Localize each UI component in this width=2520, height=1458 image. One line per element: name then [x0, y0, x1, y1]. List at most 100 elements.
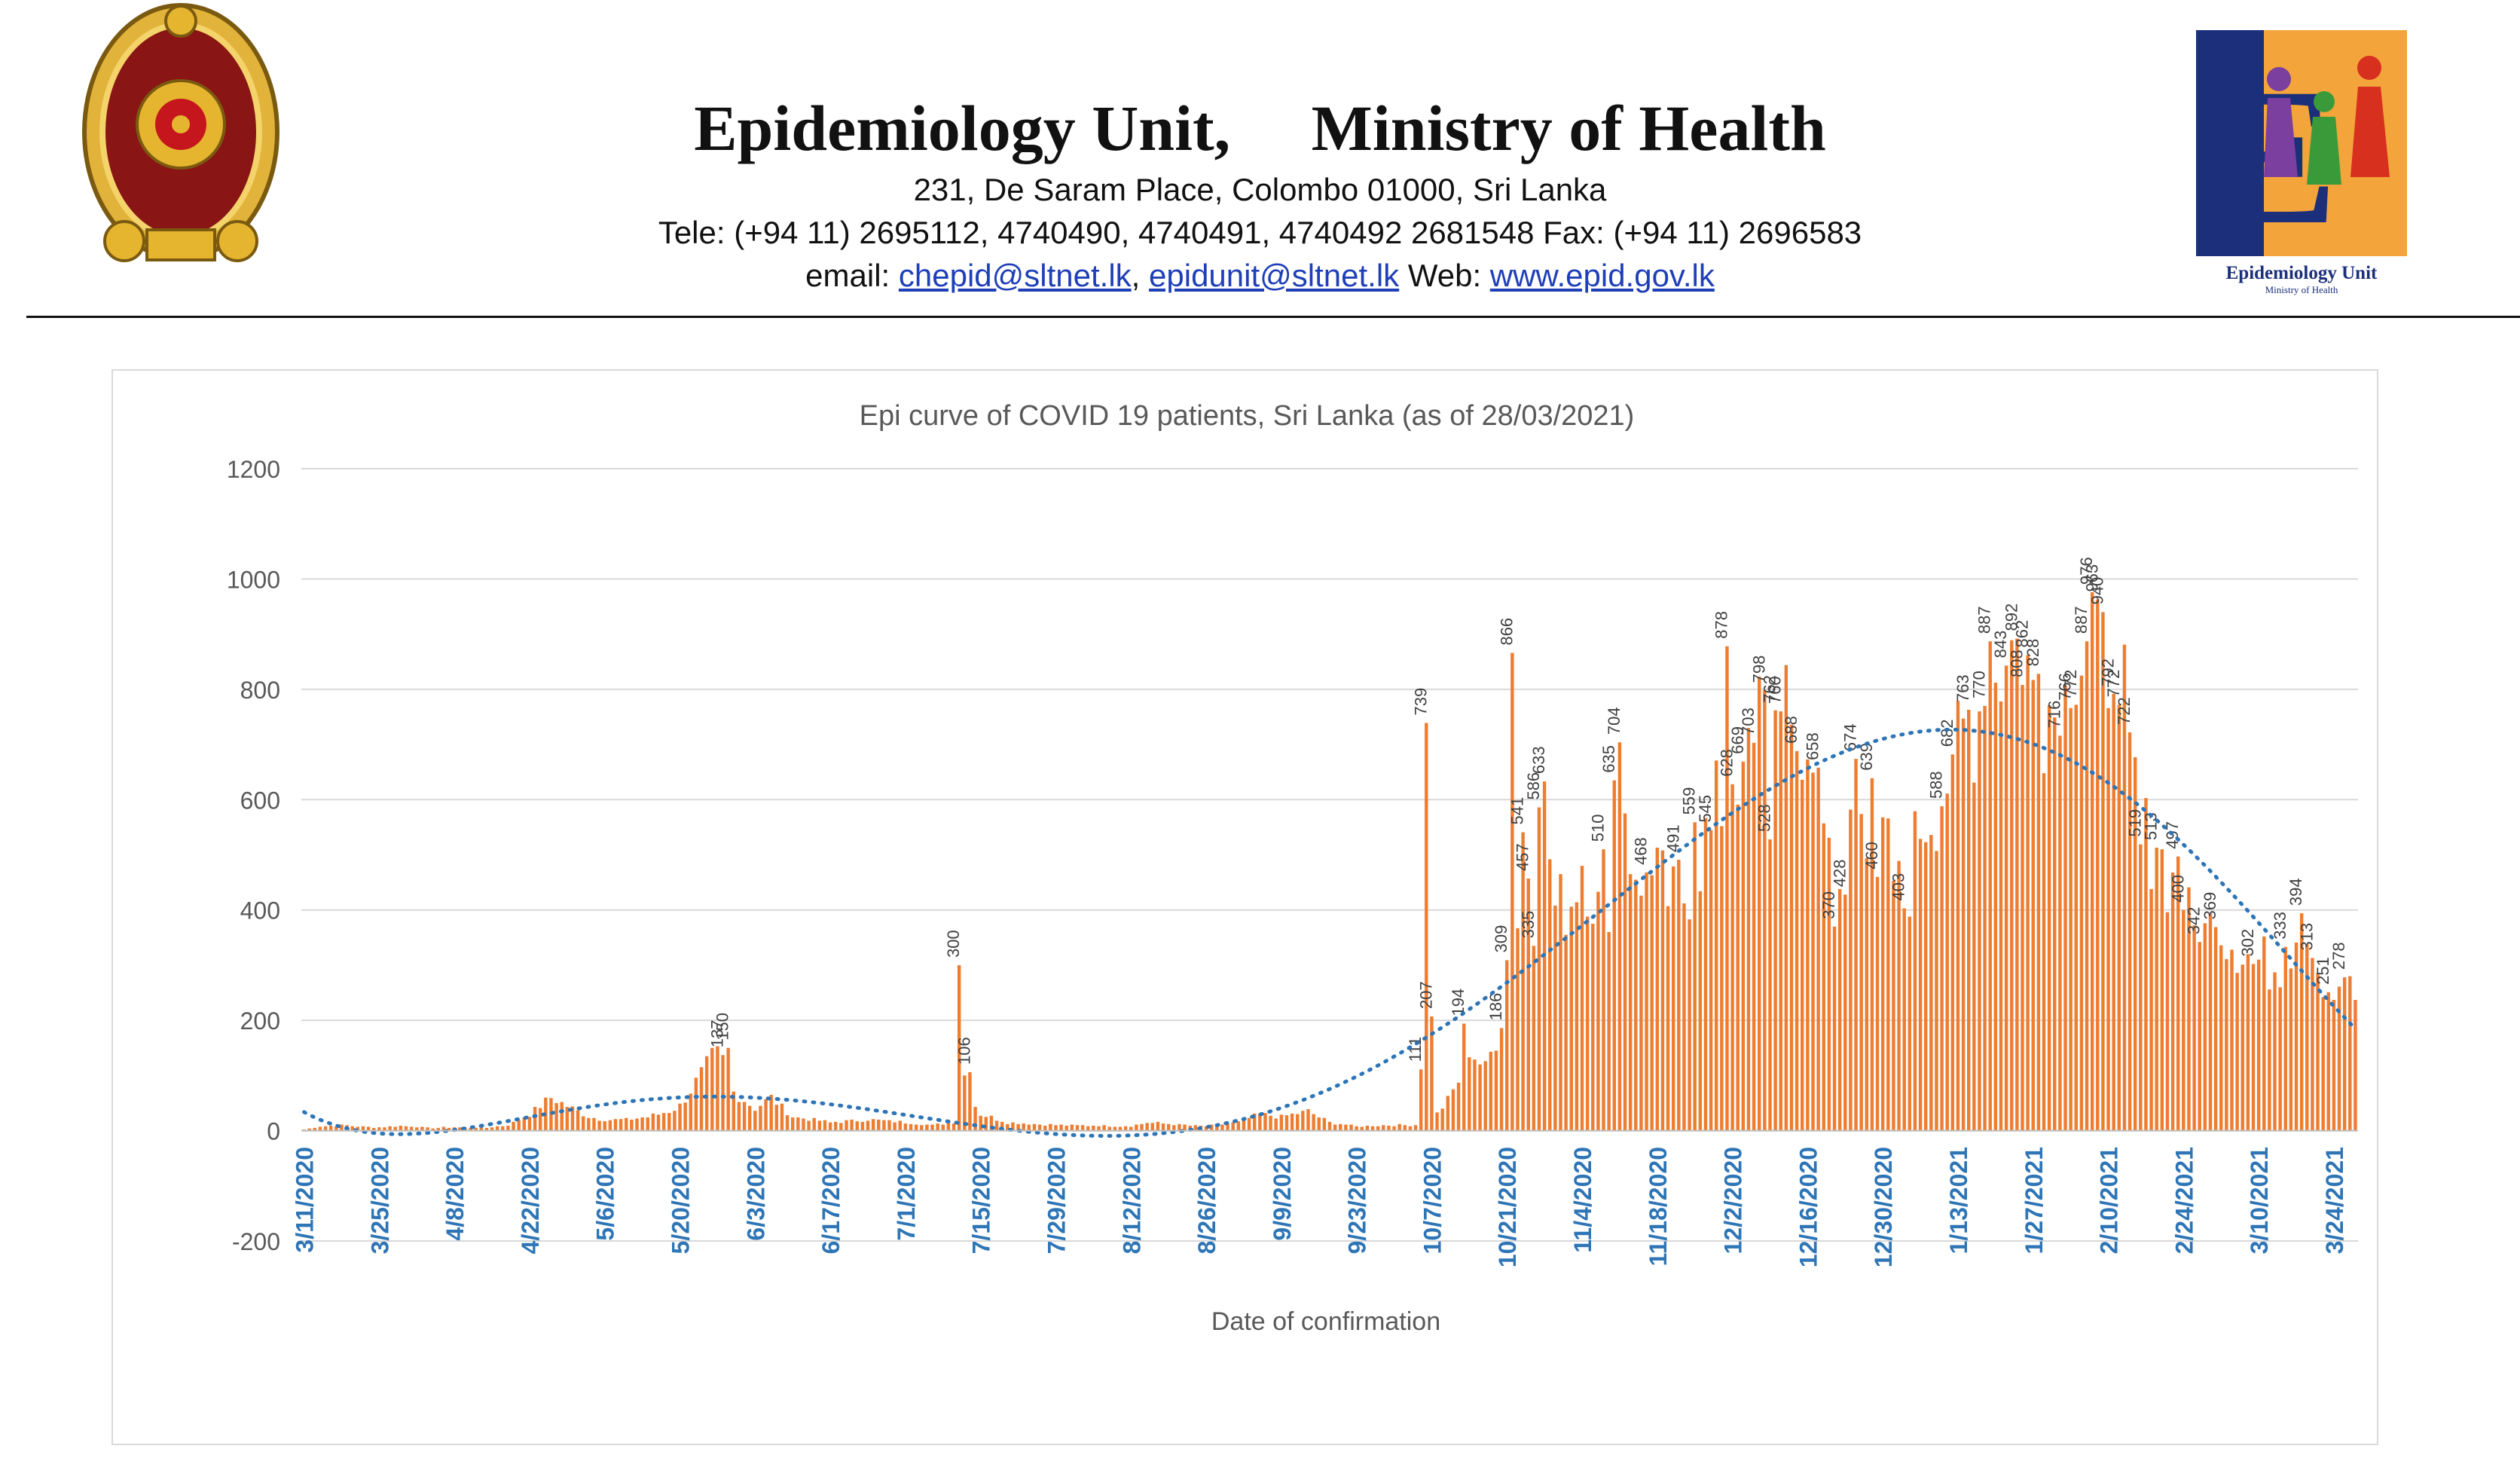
bar [1284, 1115, 1289, 1131]
bar [1478, 1064, 1482, 1131]
bar [307, 1128, 311, 1131]
x-tick-label: 7/15/2020 [968, 1147, 995, 1254]
bar [1510, 653, 1514, 1131]
bar [538, 1108, 542, 1131]
bar [1999, 701, 2003, 1131]
bar [1682, 903, 1686, 1131]
bar [1118, 1126, 1123, 1131]
bar [1575, 902, 1579, 1131]
bar [1322, 1117, 1327, 1131]
sri-lanka-emblem-icon [82, 3, 279, 262]
bar-data-label: 843 [1991, 631, 2010, 659]
bar [2139, 844, 2143, 1131]
bar [1365, 1125, 1370, 1131]
bar-data-label: 808 [2008, 650, 2027, 677]
bar [834, 1121, 838, 1131]
x-tick-label: 12/16/2020 [1795, 1147, 1822, 1267]
bar [1720, 826, 1724, 1131]
bar [1339, 1123, 1342, 1131]
bar [1843, 894, 1847, 1131]
bar [2241, 964, 2244, 1131]
bar-data-label: 528 [1755, 804, 1773, 832]
bar [1875, 876, 1880, 1131]
bar [1816, 767, 1820, 1131]
bar [1413, 1125, 1418, 1131]
y-tick-label: 0 [267, 1118, 280, 1145]
bar [1628, 874, 1633, 1131]
bar [1183, 1124, 1187, 1131]
bar [1612, 780, 1616, 1131]
bar [501, 1126, 505, 1131]
bar [839, 1123, 843, 1131]
email-link-epidunit[interactable]: epidunit@sltnet.lk [1149, 258, 1400, 293]
x-tick-label: 3/10/2021 [2246, 1147, 2273, 1254]
bar [968, 1071, 972, 1131]
bar [1865, 857, 1869, 1131]
bar [2133, 757, 2137, 1131]
bar-data-label: 716 [2045, 701, 2063, 729]
bar [576, 1110, 580, 1131]
website-link[interactable]: www.epid.gov.lk [1489, 258, 1715, 293]
bar [1596, 891, 1600, 1131]
bar-data-label: 106 [955, 1037, 973, 1065]
bar [1274, 1118, 1278, 1131]
bar [1773, 710, 1777, 1131]
bar [1054, 1125, 1058, 1131]
x-tick-label: 11/4/2020 [1569, 1147, 1596, 1253]
bar [377, 1127, 381, 1131]
address-line: 231, De Saram Place, Colombo 01000, Sri … [913, 172, 1607, 207]
bar [2316, 973, 2320, 1131]
bar [517, 1120, 521, 1131]
bar [667, 1113, 671, 1131]
bar [710, 1047, 714, 1131]
bar [2225, 958, 2228, 1131]
x-tick-label: 4/22/2020 [517, 1147, 544, 1254]
trendline [302, 727, 2357, 1138]
bar [2251, 964, 2256, 1131]
bar [1752, 742, 1756, 1131]
bar [1789, 724, 1794, 1131]
epi-curve-chart: Epi curve of COVID 19 patients, Sri Lank… [111, 369, 2378, 1445]
bar-data-label: 722 [2115, 697, 2134, 725]
bar-data-label: 669 [1728, 726, 1747, 754]
bar-data-label: 798 [1749, 656, 1768, 683]
y-tick-label: 400 [240, 897, 280, 925]
bar [930, 1124, 934, 1131]
bar [2203, 923, 2207, 1131]
email-link-chepid[interactable]: chepid@sltnet.lk [898, 258, 1132, 293]
bar [2047, 705, 2051, 1131]
bar [1897, 860, 1901, 1131]
logo-caption: Epidemiology Unit [2226, 263, 2378, 283]
bar [984, 1117, 988, 1131]
bar [920, 1125, 924, 1131]
bar-data-label: 762 [1761, 675, 1779, 703]
bar-data-label: 194 [1449, 989, 1468, 1016]
header-divider [26, 316, 2520, 318]
bar [426, 1127, 429, 1131]
bar [973, 1107, 977, 1131]
bar [1296, 1114, 1300, 1131]
bar [1859, 814, 1863, 1131]
bar [877, 1119, 881, 1131]
bar [855, 1121, 859, 1131]
bar [533, 1107, 537, 1131]
bar [1801, 779, 1804, 1131]
bar [582, 1116, 585, 1131]
bar [1918, 839, 1923, 1131]
bar [2165, 912, 2170, 1131]
x-axis: 3/11/2020 3/25/2020 4/8/2020 4/22/2020 5/6/2… [292, 1129, 2358, 1267]
bar [1032, 1123, 1037, 1131]
bar [1065, 1125, 1068, 1131]
y-tick-label: 1200 [227, 456, 280, 483]
bar [646, 1117, 649, 1131]
bar-data-label: 940 [2088, 577, 2106, 605]
bar [1929, 835, 1933, 1131]
bar [790, 1117, 795, 1131]
bar [1779, 711, 1782, 1131]
bar [1327, 1121, 1332, 1131]
bar [828, 1122, 832, 1131]
bar [625, 1117, 628, 1131]
bar [1178, 1123, 1181, 1131]
bar [399, 1125, 403, 1131]
bar [608, 1120, 612, 1131]
